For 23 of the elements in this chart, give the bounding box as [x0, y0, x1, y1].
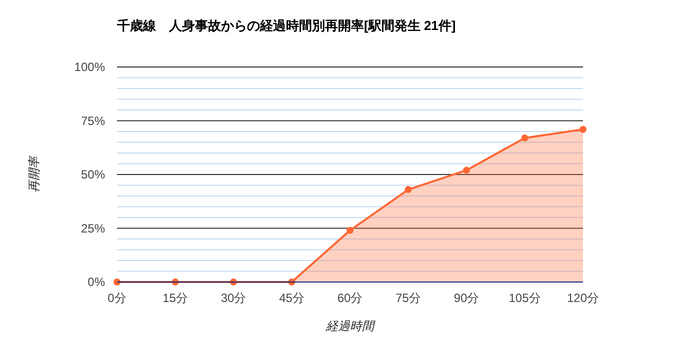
chart-title: 千歳線 人身事故からの経過時間別再開率[駅間発生 21件]: [116, 18, 456, 33]
x-tick-label: 0分: [108, 291, 126, 305]
point: [114, 278, 120, 286]
x-tick-label: 120分: [566, 291, 600, 305]
x-tick-label: 75分: [396, 291, 421, 305]
point: [404, 186, 412, 194]
y-tick-label: 25%: [80, 221, 106, 236]
point: [521, 134, 528, 142]
x-tick-label: 90分: [454, 291, 480, 305]
x-tick-label: 15分: [162, 291, 188, 305]
point: [346, 226, 354, 234]
point: [580, 126, 586, 133]
y-tick-label: 50%: [80, 168, 106, 182]
y-tick-label: 100%: [74, 60, 106, 74]
x-tick-label: 45分: [279, 291, 304, 305]
y-tick-label: 0%: [88, 275, 106, 289]
x-axis-title: 経過時間: [325, 319, 376, 333]
x-tick-label: 105分: [508, 291, 541, 305]
x-tick-label: 60分: [337, 291, 363, 305]
point: [463, 166, 470, 174]
y-tick-label: 75%: [80, 114, 106, 128]
x-tick-label: 30分: [220, 291, 246, 305]
y-axis-title: 再開率: [27, 154, 41, 192]
